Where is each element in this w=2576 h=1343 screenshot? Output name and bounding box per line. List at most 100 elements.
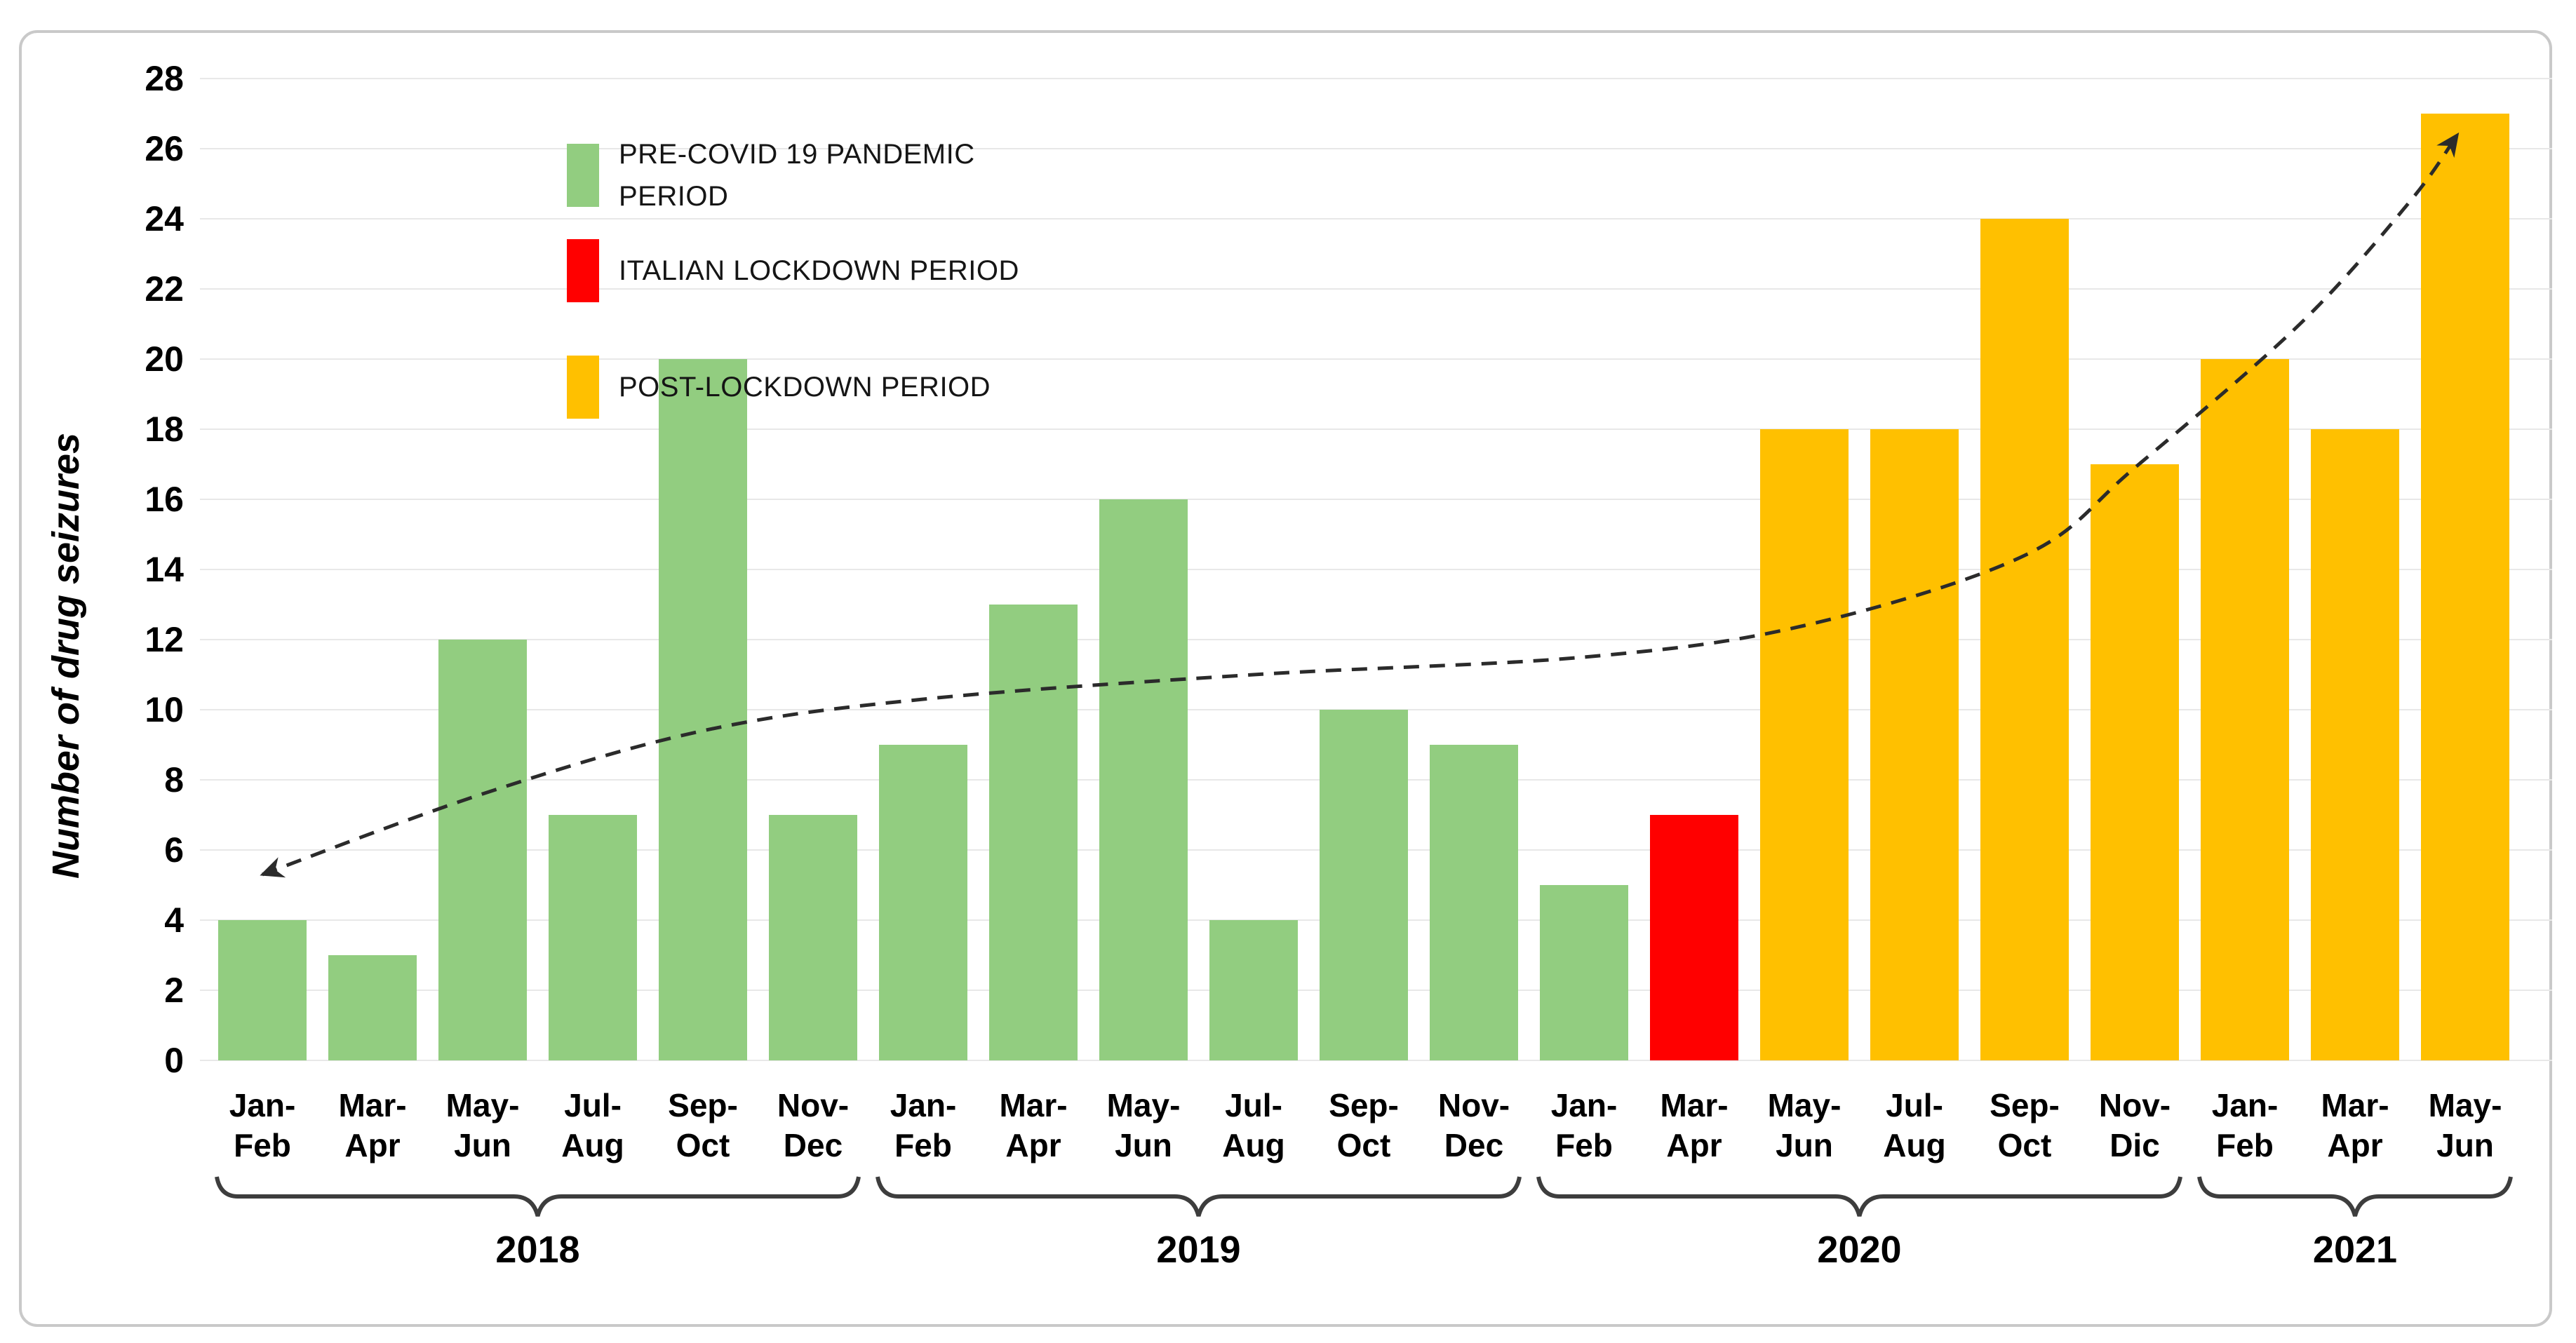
x-tick-label-bottom: Apr xyxy=(2327,1127,2382,1163)
bar-2019-Jul-Aug xyxy=(1209,920,1298,1060)
x-tick-label-bottom: Oct xyxy=(1337,1127,1391,1163)
x-tick-label-bottom: Apr xyxy=(1666,1127,1722,1163)
x-tick-label-top: Jan- xyxy=(1551,1087,1618,1123)
y-tick-label: 2 xyxy=(164,971,184,1010)
x-tick-label-bottom: Aug xyxy=(1222,1127,1284,1163)
trend-line-group xyxy=(260,132,2460,878)
y-tick-label: 10 xyxy=(145,690,184,729)
y-tick-label: 14 xyxy=(145,550,184,589)
year-brace-2019 xyxy=(876,1176,1522,1217)
y-tick-label: 4 xyxy=(164,900,184,940)
x-tick-label-top: Sep- xyxy=(1329,1087,1399,1123)
x-tick-label-bottom: Oct xyxy=(676,1127,730,1163)
x-tick-label-bottom: Feb xyxy=(2216,1127,2274,1163)
y-tick-label: 24 xyxy=(145,199,184,238)
y-axis-title: Number of drug seizures xyxy=(45,433,87,879)
bar-2021-Jan-Feb xyxy=(2201,359,2289,1060)
x-tick-label-bottom: Feb xyxy=(234,1127,291,1163)
bar-2020-May-Jun xyxy=(1760,429,1849,1060)
post-lockdown-swatch xyxy=(567,356,599,419)
x-tick-label-top: Jul- xyxy=(1225,1087,1282,1123)
year-group-braces: 2018 2019 2020 2021 xyxy=(215,1176,2513,1271)
legend-item-label: POST-LOCKDOWN PERIOD xyxy=(619,372,991,403)
year-label-2019: 2019 xyxy=(1156,1229,1240,1271)
legend-item-label: PRE-COVID 19 PANDEMIC PERIOD xyxy=(619,139,975,212)
bar-2019-Sep-Oct xyxy=(1320,710,1408,1060)
year-label-2018: 2018 xyxy=(495,1229,579,1271)
x-tick-label-top: May- xyxy=(2429,1087,2502,1123)
bar-2020-Sep-Oct xyxy=(1980,219,2069,1060)
bar-2021-Mar-Apr xyxy=(2311,429,2399,1060)
x-tick-label-top: Mar- xyxy=(338,1087,406,1123)
y-tick-label: 8 xyxy=(164,760,184,799)
x-tick-label-top: Nov- xyxy=(1438,1087,1510,1123)
x-tick-label-bottom: Aug xyxy=(561,1127,624,1163)
x-tick-label-top: Nov- xyxy=(777,1087,849,1123)
x-tick-label-bottom: Feb xyxy=(1555,1127,1613,1163)
bar-2020-Mar-Apr xyxy=(1650,815,1738,1060)
bar-2018-Jan-Feb xyxy=(218,920,307,1060)
x-tick-label-top: Jan- xyxy=(2212,1087,2279,1123)
year-brace-2018 xyxy=(215,1176,861,1217)
x-tick-label-bottom: Jun xyxy=(1115,1127,1172,1163)
y-tick-label: 22 xyxy=(145,269,184,309)
bar-2018-Sep-Oct xyxy=(659,359,747,1060)
x-tick-label-top: Sep- xyxy=(668,1087,738,1123)
x-tick-label-bottom: Oct xyxy=(1998,1127,2052,1163)
x-tick-label-bottom: Dec xyxy=(1444,1127,1503,1163)
bar-2020-Jan-Feb xyxy=(1540,885,1628,1060)
x-tick-label-bottom: Aug xyxy=(1883,1127,1945,1163)
bar-2019-May-Jun xyxy=(1099,499,1188,1060)
x-tick-label-top: Mar- xyxy=(2321,1087,2389,1123)
y-tick-label: 20 xyxy=(145,339,184,379)
x-tick-label-top: Mar- xyxy=(999,1087,1067,1123)
x-tick-label-top: May- xyxy=(1768,1087,1842,1123)
x-tick-label-bottom: Apr xyxy=(344,1127,400,1163)
pre-covid-swatch xyxy=(567,144,599,207)
bar-2018-Mar-Apr xyxy=(328,955,417,1060)
bar-2020-Nov-Dic xyxy=(2091,464,2179,1060)
x-tick-label-bottom: Jun xyxy=(1776,1127,1833,1163)
x-tick-label-top: Sep- xyxy=(1990,1087,2060,1123)
x-tick-label-bottom: Jun xyxy=(2436,1127,2494,1163)
bars xyxy=(218,114,2509,1060)
x-tick-label-top: Mar- xyxy=(1660,1087,1728,1123)
x-tick-label-top: May- xyxy=(446,1087,520,1123)
x-tick-label-bottom: Apr xyxy=(1005,1127,1061,1163)
year-brace-2021 xyxy=(2197,1176,2513,1217)
year-label-2020: 2020 xyxy=(1817,1229,1901,1271)
y-tick-label: 6 xyxy=(164,830,184,870)
bar-2018-Nov-Dec xyxy=(769,815,857,1060)
bar-2018-Jul-Aug xyxy=(549,815,637,1060)
bar-2021-May-Jun xyxy=(2421,114,2509,1060)
x-tick-label-top: Jan- xyxy=(229,1087,296,1123)
y-tick-label: 26 xyxy=(145,129,184,168)
x-tick-label-top: Jul- xyxy=(564,1087,622,1123)
trend-line xyxy=(260,132,2460,878)
bar-2019-Nov-Dec xyxy=(1430,745,1518,1060)
x-tick-label-top: Jan- xyxy=(890,1087,957,1123)
y-tick-label: 18 xyxy=(145,410,184,449)
y-tick-label: 0 xyxy=(164,1041,184,1080)
legend-item-post-lockdown: POST-LOCKDOWN PERIOD xyxy=(567,356,991,419)
lockdown-swatch xyxy=(567,239,599,302)
y-tick-label: 12 xyxy=(145,620,184,659)
bar-2018-May-Jun xyxy=(438,640,527,1060)
year-brace-2020 xyxy=(1536,1176,2182,1217)
y-tick-label: 16 xyxy=(145,480,184,519)
bar-2020-Jul-Aug xyxy=(1870,429,1959,1060)
x-tick-label-bottom: Jun xyxy=(454,1127,511,1163)
x-tick-label-bottom: Dec xyxy=(784,1127,843,1163)
bar-2019-Jan-Feb xyxy=(879,745,967,1060)
y-tick-label: 28 xyxy=(145,59,184,98)
bar-2019-Mar-Apr xyxy=(989,605,1078,1060)
x-axis-tick-labels: Jan- Feb Mar- Apr May- Jun Jul- Aug Sep- Oct Nov- D… xyxy=(229,1087,2502,1163)
year-label-2021: 2021 xyxy=(2313,1229,2397,1271)
legend-item-pre-covid: PRE-COVID 19 PANDEMIC PERIOD xyxy=(567,133,975,217)
x-tick-label-bottom: Dic xyxy=(2109,1127,2160,1163)
legend-item-lockdown: ITALIAN LOCKDOWN PERIOD xyxy=(567,239,1019,302)
x-tick-label-top: May- xyxy=(1107,1087,1181,1123)
